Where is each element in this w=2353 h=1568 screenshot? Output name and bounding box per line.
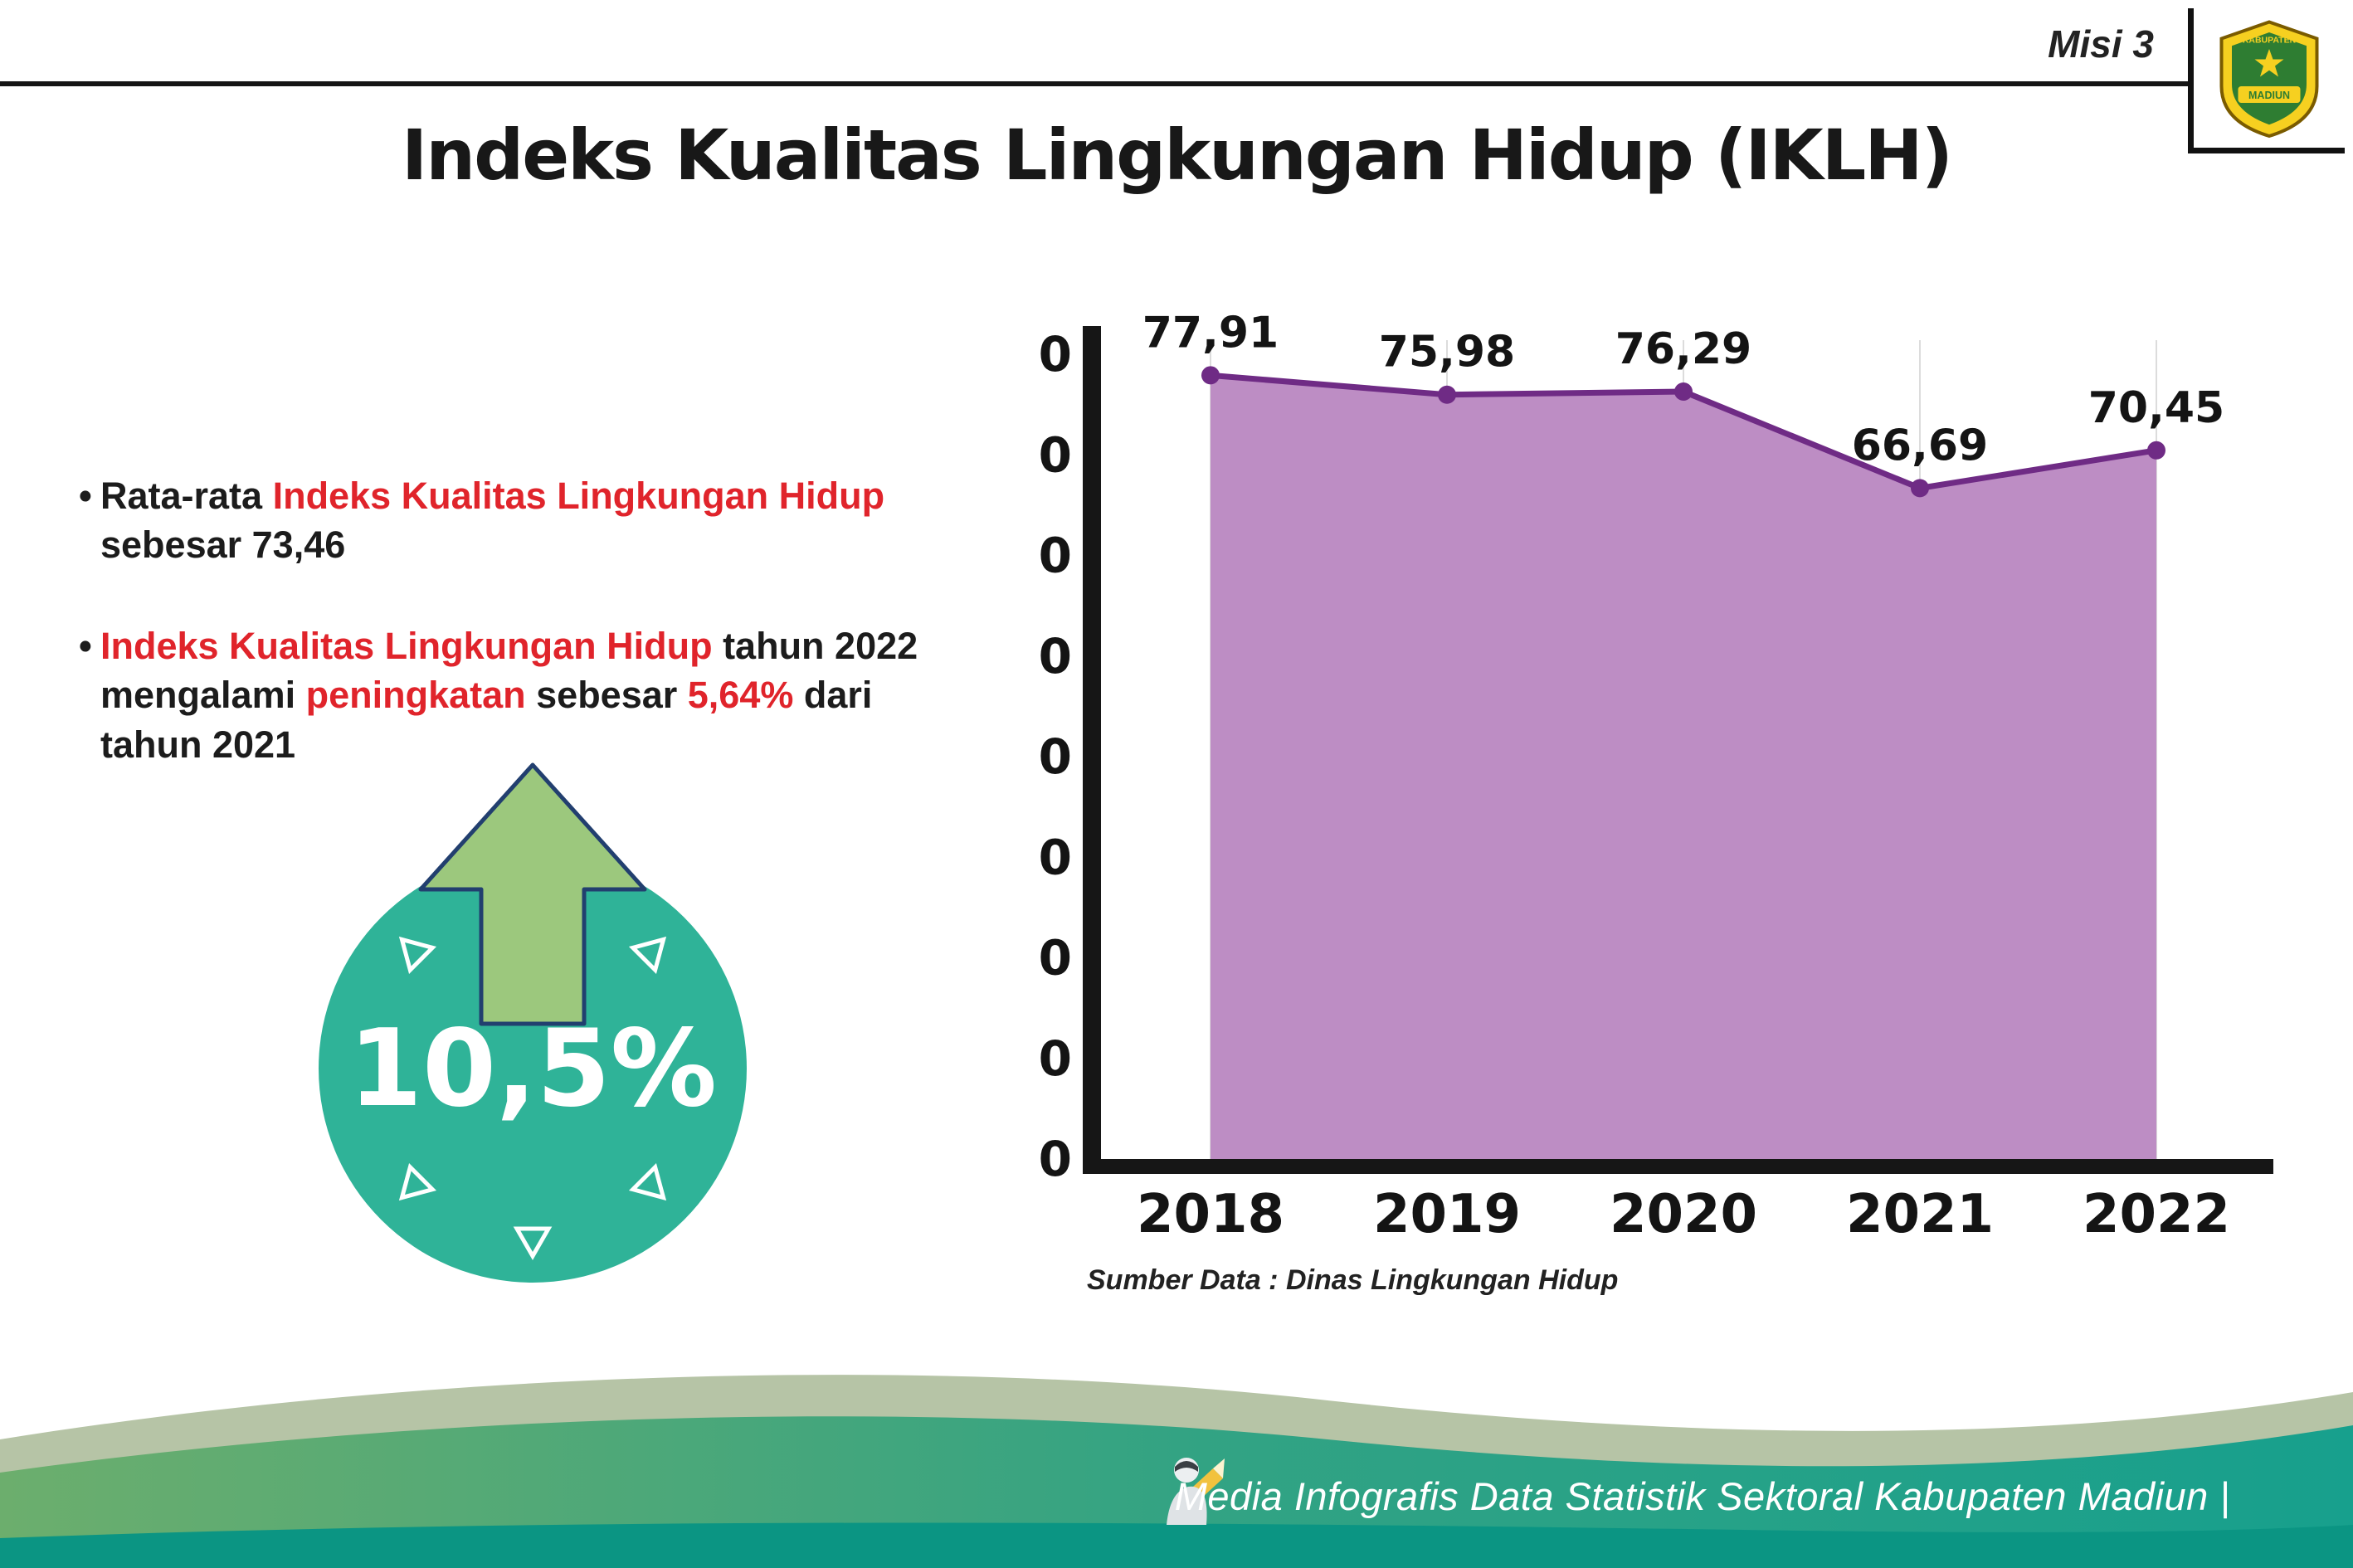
y-tick-label: 70 bbox=[1037, 426, 1072, 483]
value-label: 70,45 bbox=[2088, 383, 2224, 433]
x-tick-label: 2018 bbox=[1137, 1184, 1284, 1245]
data-point bbox=[2147, 441, 2165, 460]
increase-badge: 10,5% bbox=[319, 762, 747, 1283]
footer-band-teal bbox=[0, 1522, 2353, 1568]
y-tick-label: 60 bbox=[1037, 528, 1072, 584]
value-label: 75,98 bbox=[1379, 328, 1515, 377]
value-label: 77,91 bbox=[1142, 308, 1279, 358]
up-arrow-icon bbox=[418, 762, 647, 1026]
footer-credit: Media Infografis Data Statistik Sektoral… bbox=[1174, 1474, 2230, 1518]
source-note: Sumber Data : Dinas Lingkungan Hidup bbox=[1087, 1264, 1619, 1296]
data-point bbox=[1201, 366, 1220, 385]
bullet-average-iklh: • Rata-rata Indeks Kualitas Lingkungan Hi… bbox=[79, 471, 921, 570]
header-rule bbox=[0, 81, 2199, 86]
y-axis bbox=[1083, 326, 1101, 1174]
y-tick-label: 0 bbox=[1039, 1131, 1072, 1187]
crest-icon: KABUPATEN MADIUN bbox=[2219, 20, 2319, 139]
data-point bbox=[1438, 385, 1456, 404]
bullet-text-segment: dari tahun 2021 bbox=[100, 674, 873, 766]
y-tick-label: 40 bbox=[1037, 728, 1072, 785]
footer-waves bbox=[0, 1375, 2353, 1568]
page-title: Indeks Kualitas Lingkungan Hidup (IKLH) bbox=[402, 114, 1953, 196]
crest-bottom-text: MADIUN bbox=[2248, 90, 2290, 101]
y-tick-label: 20 bbox=[1037, 930, 1072, 986]
y-tick-label: 10 bbox=[1037, 1030, 1072, 1087]
data-point bbox=[1911, 479, 1929, 498]
badge-value: 10,5% bbox=[348, 1007, 717, 1131]
data-point bbox=[1674, 382, 1693, 401]
x-tick-label: 2020 bbox=[1610, 1184, 1757, 1245]
crest-top-text: KABUPATEN bbox=[2243, 36, 2296, 46]
value-label: 66,69 bbox=[1852, 421, 1988, 470]
badge-tick-sw bbox=[398, 1162, 437, 1201]
y-tick-label: 80 bbox=[1037, 326, 1072, 382]
bullet-marker: • bbox=[79, 624, 92, 667]
badge-circle bbox=[319, 855, 747, 1283]
bullet-text-segment: sebesar bbox=[525, 674, 688, 717]
x-tick-label: 2021 bbox=[1846, 1184, 1994, 1245]
y-tick-label: 50 bbox=[1037, 628, 1072, 684]
bullet-text-segment: sebesar 73,46 bbox=[100, 523, 346, 567]
x-tick-label: 2022 bbox=[2083, 1184, 2230, 1245]
value-label: 76,29 bbox=[1615, 324, 1751, 374]
badge-tick-se bbox=[628, 1162, 667, 1201]
bullet-text-segment: Rata-rata bbox=[100, 475, 273, 517]
kabupaten-madiun-logo: KABUPATEN MADIUN bbox=[2188, 8, 2345, 153]
x-axis bbox=[1083, 1159, 2273, 1174]
bullet-text-segment-highlight: peningkatan bbox=[305, 674, 526, 717]
bullet-increase-iklh: • Indeks Kualitas Lingkungan Hidup tahun … bbox=[79, 621, 921, 769]
iklh-area-chart: 77,91 75,98 76,29 66,69 70,45 0 10 20 30 40 50 60 70… bbox=[1037, 308, 2273, 1245]
badge-tick-nw bbox=[398, 936, 437, 975]
mascot-icon bbox=[1167, 1458, 1225, 1525]
bullet-marker: • bbox=[79, 475, 92, 517]
y-tick-label: 30 bbox=[1037, 829, 1072, 885]
bullet-text-segment: tahun 2022 mengalami bbox=[100, 624, 918, 717]
x-tick-label: 2019 bbox=[1373, 1184, 1521, 1245]
misi-label: Misi 3 bbox=[2048, 22, 2154, 66]
badge-tick-ne bbox=[628, 936, 667, 975]
bullet-text-segment-highlight: Indeks Kualitas Lingkungan Hidup bbox=[100, 624, 713, 667]
bullet-text-segment-highlight: 5,64% bbox=[687, 674, 794, 717]
badge-tick-s bbox=[513, 1226, 553, 1261]
area-fill bbox=[1211, 375, 2156, 1159]
bullet-text-segment-highlight: Indeks Kualitas Lingkungan Hidup bbox=[272, 475, 885, 517]
summary-bullets: • Rata-rata Indeks Kualitas Lingkungan Hi… bbox=[79, 471, 921, 821]
